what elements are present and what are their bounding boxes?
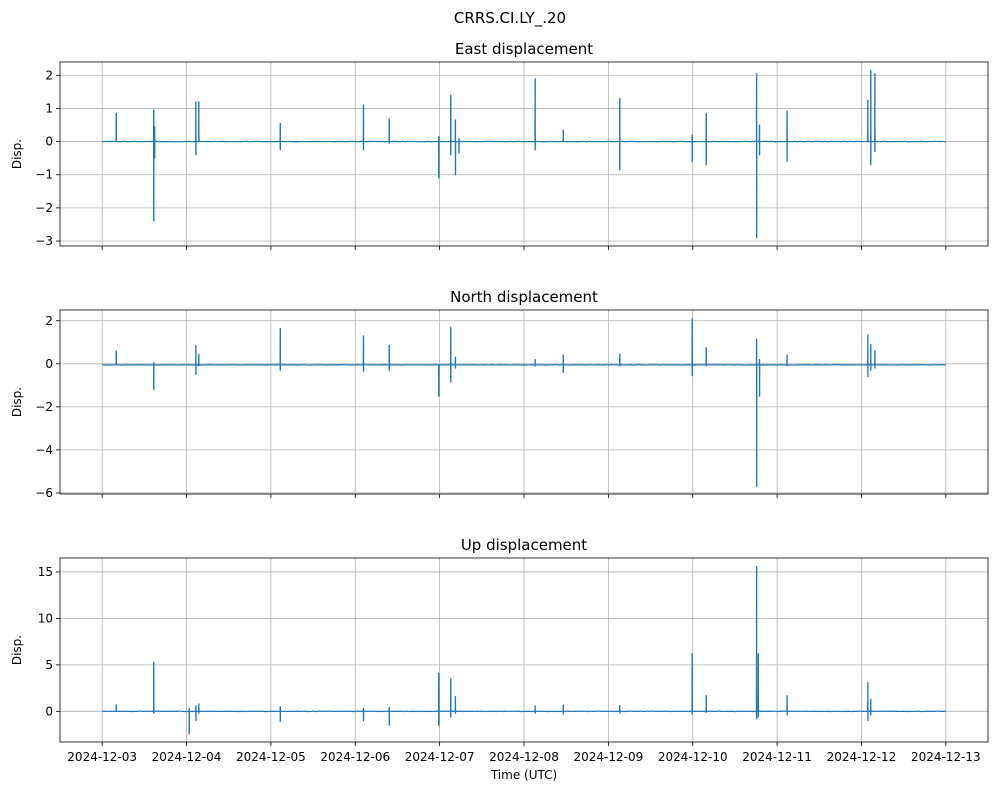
x-tick-label: 2024-12-13 bbox=[911, 750, 981, 764]
y-tick-label: −2 bbox=[35, 201, 53, 215]
x-tick-label: 2024-12-10 bbox=[658, 750, 728, 764]
y-tick-label: 5 bbox=[45, 658, 53, 672]
panel-title: Up displacement bbox=[461, 536, 587, 554]
x-tick-label: 2024-12-06 bbox=[320, 750, 390, 764]
y-tick-label: 0 bbox=[45, 357, 53, 371]
x-tick-label: 2024-12-07 bbox=[405, 750, 475, 764]
x-tick-label: 2024-12-08 bbox=[489, 750, 559, 764]
y-tick-label: −3 bbox=[35, 234, 53, 248]
panel-1: −3 −2 −1 0 1 2 East displacement Disp. bbox=[10, 40, 989, 250]
y-tick-label: 0 bbox=[45, 704, 53, 718]
y-tick-label: 1 bbox=[45, 101, 53, 115]
displacement-trace bbox=[102, 565, 946, 735]
panel-3: 0 5 10 15 2024-12-03 2024-12-04 2024-12-05 2024… bbox=[10, 536, 989, 782]
x-tick-label: 2024-12-11 bbox=[742, 750, 812, 764]
displacement-trace bbox=[102, 69, 946, 239]
y-tick-label: 15 bbox=[38, 565, 53, 579]
panels-group: −3 −2 −1 0 1 2 East displacement Disp. −6 −4 −2 0 2 N… bbox=[10, 40, 989, 782]
y-tick-label: 2 bbox=[45, 68, 53, 82]
x-tick-label: 2024-12-12 bbox=[827, 750, 897, 764]
y-tick-label: 0 bbox=[45, 135, 53, 149]
y-tick-label: 10 bbox=[38, 611, 53, 625]
panel-2: −6 −4 −2 0 2 North displacement Disp. bbox=[10, 288, 989, 500]
y-tick-label: −2 bbox=[35, 400, 53, 414]
y-axis-label: Disp. bbox=[10, 387, 24, 417]
x-tick-label: 2024-12-05 bbox=[236, 750, 306, 764]
x-axis-label: Time (UTC) bbox=[490, 768, 557, 782]
y-tick-label: −1 bbox=[35, 168, 53, 182]
x-tick-label: 2024-12-04 bbox=[152, 750, 222, 764]
y-tick-label: −6 bbox=[35, 486, 53, 500]
x-tick-label: 2024-12-03 bbox=[67, 750, 137, 764]
displacement-trace bbox=[102, 318, 946, 488]
y-axis-label: Disp. bbox=[10, 139, 24, 169]
x-tick-label: 2024-12-09 bbox=[573, 750, 643, 764]
panel-title: East displacement bbox=[455, 40, 593, 58]
panel-title: North displacement bbox=[450, 288, 598, 306]
y-tick-label: −4 bbox=[35, 443, 53, 457]
y-axis-label: Disp. bbox=[10, 635, 24, 665]
y-tick-label: 2 bbox=[45, 314, 53, 328]
figure-suptitle: CRRS.CI.LY_.20 bbox=[454, 9, 566, 28]
